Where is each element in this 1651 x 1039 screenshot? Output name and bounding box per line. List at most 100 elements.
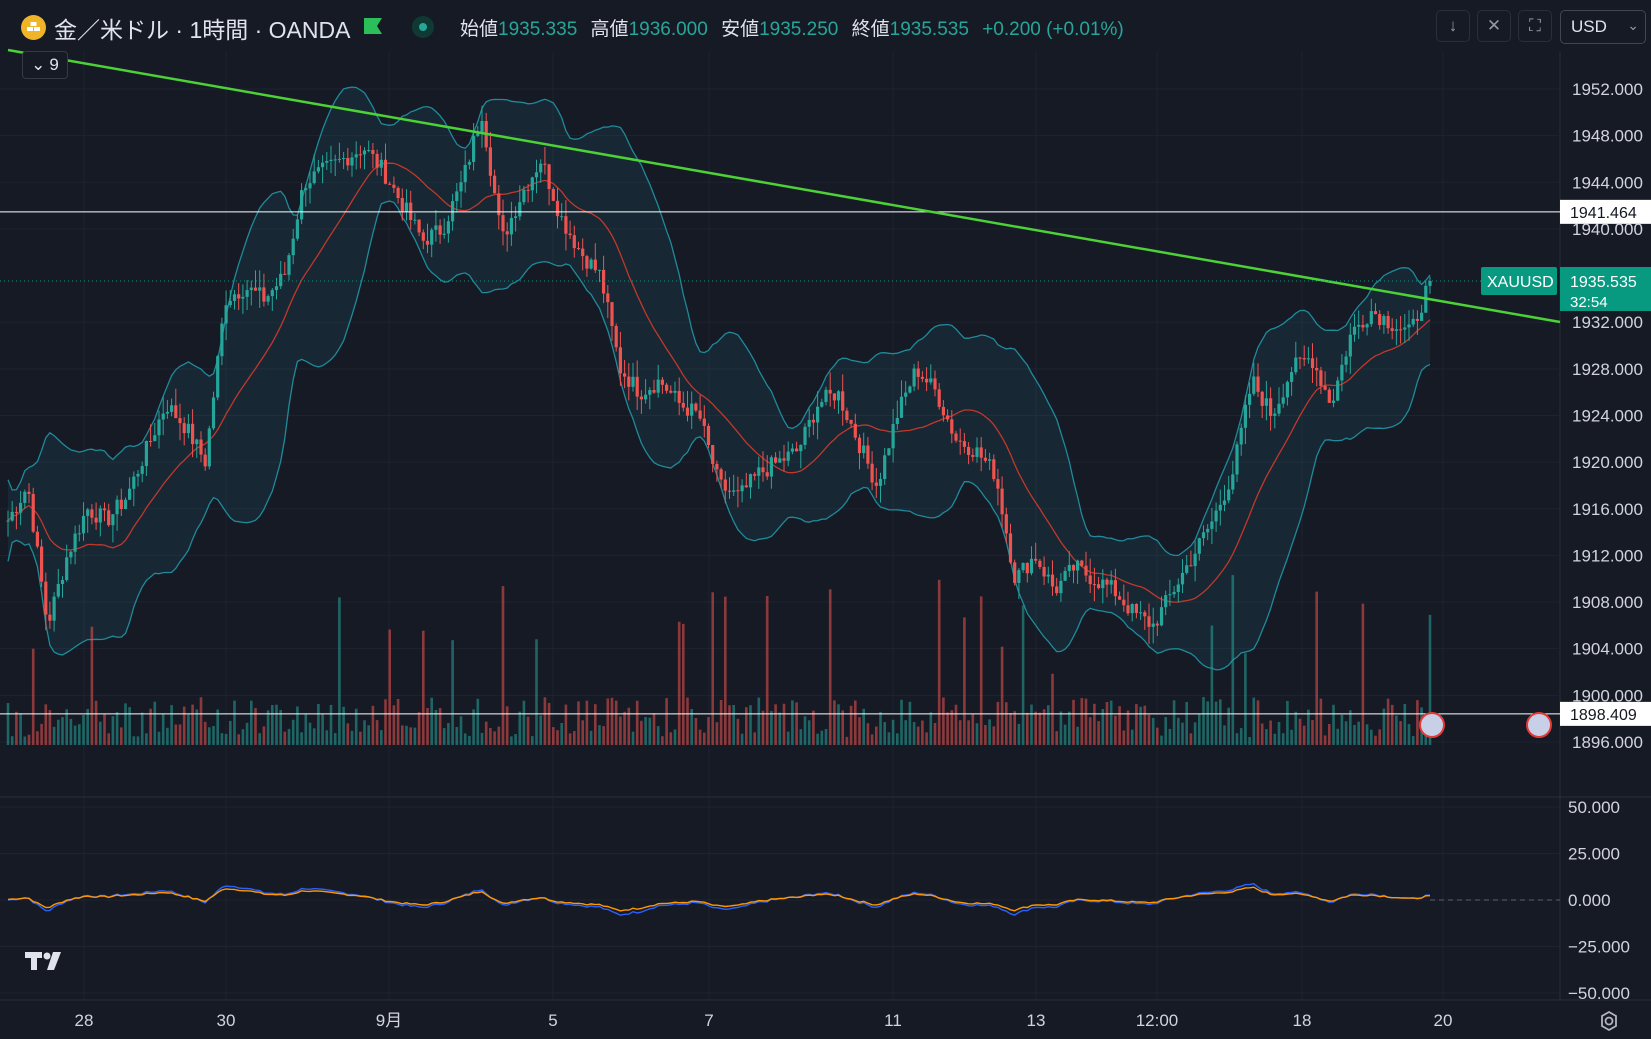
candle-body bbox=[975, 447, 979, 457]
candle-body bbox=[1378, 314, 1382, 326]
price-tick-label: 1908.000 bbox=[1572, 593, 1643, 612]
volume-bar bbox=[870, 734, 874, 745]
volume-bar bbox=[1302, 725, 1306, 745]
volume-bar bbox=[979, 596, 983, 745]
candle-body bbox=[1021, 562, 1025, 571]
candle-body bbox=[1248, 393, 1252, 405]
price-tick-label: 1928.000 bbox=[1572, 360, 1643, 379]
volume-bar bbox=[707, 717, 710, 745]
volume-bar bbox=[854, 700, 857, 745]
candle-body bbox=[253, 287, 258, 291]
candle-body bbox=[665, 384, 669, 391]
volume-bar bbox=[312, 728, 316, 745]
volume-bar bbox=[736, 718, 740, 745]
candle-body bbox=[1415, 318, 1419, 321]
collapse-icon[interactable]: ✕ bbox=[1477, 10, 1511, 42]
volume-bar bbox=[1370, 729, 1373, 745]
volume-bar bbox=[535, 639, 538, 745]
chart-header: 金／米ドル · 1時間 · OANDA 始値1935.335 高値1936.00… bbox=[0, 0, 1651, 52]
candle-body bbox=[396, 187, 400, 198]
volume-bar bbox=[493, 731, 496, 745]
candle-body bbox=[992, 459, 996, 480]
candle-body bbox=[102, 508, 107, 511]
settings-gear-icon[interactable] bbox=[1597, 1009, 1621, 1033]
candle-body bbox=[1386, 316, 1390, 329]
tradingview-logo-icon[interactable] bbox=[25, 950, 71, 972]
volume-bar bbox=[1411, 736, 1415, 745]
time-tick-label: 7 bbox=[704, 1011, 713, 1030]
indicator-toggle-button[interactable]: ⌄ 9 bbox=[22, 51, 68, 79]
volume-bar bbox=[128, 707, 131, 745]
candle-body bbox=[899, 396, 904, 418]
candle-body bbox=[157, 419, 161, 436]
candle-body bbox=[786, 451, 790, 461]
candle-body bbox=[1315, 368, 1319, 371]
candle-body bbox=[623, 373, 627, 377]
candle-body bbox=[375, 154, 379, 168]
volume-bar bbox=[1298, 718, 1302, 745]
volume-bar bbox=[275, 704, 278, 745]
candle-body bbox=[1206, 528, 1210, 533]
volume-bar bbox=[954, 704, 958, 745]
volume-bar bbox=[413, 727, 417, 745]
arrow-down-icon[interactable]: ↓ bbox=[1436, 10, 1470, 42]
candle-body bbox=[304, 188, 308, 191]
candle-body bbox=[753, 474, 757, 476]
candle-body bbox=[1403, 327, 1407, 330]
candle-body bbox=[40, 546, 44, 582]
candle-body bbox=[950, 419, 954, 434]
candle-body bbox=[1428, 281, 1432, 286]
candle-body bbox=[119, 499, 123, 509]
us-flag-event-icon[interactable] bbox=[1526, 712, 1552, 738]
volume-bar bbox=[69, 718, 73, 745]
volume-bar bbox=[833, 700, 836, 745]
candle-body bbox=[480, 121, 484, 134]
low-value: 1935.250 bbox=[759, 19, 839, 40]
candle-body bbox=[1084, 565, 1088, 576]
symbol-title[interactable]: 金／米ドル · 1時間 · OANDA bbox=[54, 17, 351, 43]
candle-body bbox=[27, 491, 31, 494]
volume-bar bbox=[795, 702, 798, 745]
candle-body bbox=[350, 157, 354, 166]
candle-body bbox=[518, 202, 522, 217]
candle-body bbox=[400, 198, 404, 212]
volume-bar bbox=[526, 716, 530, 745]
candle-body bbox=[1210, 521, 1214, 529]
candle-body bbox=[614, 326, 618, 348]
green-flag-icon[interactable] bbox=[363, 17, 383, 35]
candle-body bbox=[1201, 532, 1206, 539]
candle-body bbox=[1109, 580, 1113, 585]
candle-body bbox=[1092, 584, 1096, 586]
candle-body bbox=[1285, 381, 1289, 398]
volume-bar bbox=[782, 703, 786, 745]
volume-bar bbox=[426, 708, 429, 745]
candle-body bbox=[228, 301, 232, 306]
candle-body bbox=[65, 557, 69, 580]
volume-bar bbox=[1294, 711, 1298, 745]
candle-body bbox=[820, 402, 824, 407]
candle-body bbox=[1331, 400, 1336, 403]
volume-bar bbox=[1139, 706, 1142, 745]
volume-bar bbox=[48, 710, 52, 745]
candle-body bbox=[178, 418, 182, 424]
currency-select[interactable]: USD ⌄ bbox=[1560, 10, 1646, 44]
candle-body bbox=[1357, 324, 1361, 327]
volume-bar bbox=[1164, 717, 1167, 745]
us-flag-event-icon[interactable] bbox=[1419, 712, 1445, 738]
candle-body bbox=[1143, 612, 1147, 617]
candle-body bbox=[430, 229, 434, 245]
candle-body bbox=[514, 216, 518, 218]
candle-body bbox=[1310, 358, 1315, 368]
volume-bar bbox=[1172, 700, 1176, 745]
volume-bar bbox=[23, 736, 27, 745]
candle-body bbox=[849, 420, 853, 424]
candle-body bbox=[1185, 565, 1189, 573]
candle-body bbox=[446, 221, 450, 234]
volume-bar bbox=[749, 705, 752, 745]
fullscreen-icon[interactable]: ⛶ bbox=[1518, 10, 1552, 42]
volume-bar bbox=[107, 733, 110, 745]
candle-body bbox=[107, 510, 111, 526]
candle-body bbox=[1046, 574, 1050, 577]
candle-body bbox=[1101, 579, 1105, 589]
